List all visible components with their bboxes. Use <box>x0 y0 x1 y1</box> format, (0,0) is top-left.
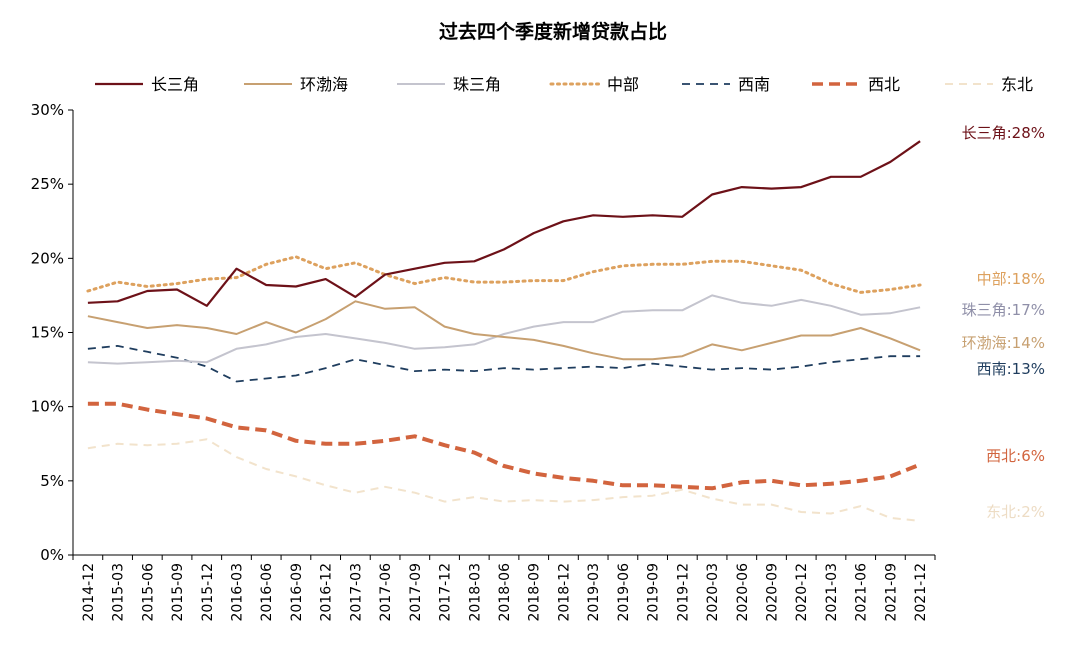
x-tick-label: 2014-12 <box>81 563 97 622</box>
series-end-label: 珠三角:17% <box>962 301 1045 319</box>
x-tick-label: 2021-03 <box>824 563 840 622</box>
x-tick-label: 2021-06 <box>854 563 870 622</box>
x-tick-label: 2017-03 <box>348 563 364 622</box>
y-tick-label: 10% <box>31 398 64 416</box>
legend-label: 西北 <box>868 75 900 94</box>
x-tick-label: 2016-06 <box>259 563 275 622</box>
x-tick-label: 2015-06 <box>140 563 156 622</box>
x-tick-label: 2020-09 <box>765 563 781 622</box>
x-tick-label: 2018-09 <box>527 563 543 622</box>
y-tick-label: 5% <box>40 472 64 490</box>
x-tick-label: 2017-12 <box>438 563 454 622</box>
y-tick-label: 15% <box>31 324 64 342</box>
y-tick-label: 20% <box>31 249 64 267</box>
x-tick-label: 2016-03 <box>229 563 245 622</box>
legend-item: 东北 <box>945 75 1033 94</box>
series-line <box>87 140 921 307</box>
x-tick-label: 2015-09 <box>170 563 186 622</box>
series-line <box>87 401 921 491</box>
x-tick-label: 2021-09 <box>883 563 899 622</box>
legend-item: 西南 <box>682 75 770 94</box>
legend-label: 长三角 <box>151 75 199 94</box>
series-layer <box>86 140 922 522</box>
series-end-label: 西北:6% <box>986 447 1045 465</box>
legend-label: 东北 <box>1001 75 1033 94</box>
x-tick-label: 2015-03 <box>111 563 127 622</box>
x-tick-label: 2021-12 <box>913 563 929 622</box>
x-tick-label: 2018-06 <box>497 563 513 622</box>
series-line <box>86 255 922 294</box>
legend-label: 西南 <box>738 75 770 94</box>
legend-label: 中部 <box>607 75 639 94</box>
legend-item: 珠三角 <box>397 75 501 94</box>
legend-item: 长三角 <box>95 75 199 94</box>
chart-title: 过去四个季度新增贷款占比 <box>439 20 667 43</box>
y-axis: 0% 5% 10% 15% 20% 25% 30% <box>31 101 74 564</box>
x-axis: 2014-12 2015-03 2015-06 2015-09 2015-12 2016-… <box>72 554 936 622</box>
legend-item: 环渤海 <box>244 75 348 94</box>
x-tick-label: 2019-06 <box>616 563 632 622</box>
x-tick-label: 2019-09 <box>646 563 662 622</box>
x-tick-label: 2018-12 <box>556 563 572 622</box>
x-tick-label: 2017-09 <box>408 563 424 622</box>
series-line <box>87 344 921 383</box>
end-labels: 长三角:28% 环渤海:14% 珠三角:17% 中部:18% 西南:13% 西北:6% 东北… <box>962 124 1045 521</box>
legend-label: 珠三角 <box>453 75 501 94</box>
series-line <box>87 438 921 522</box>
series-line <box>87 300 921 361</box>
x-tick-label: 2016-09 <box>289 563 305 622</box>
x-tick-label: 2020-06 <box>735 563 751 622</box>
x-tick-label: 2018-03 <box>467 563 483 622</box>
x-tick-label: 2016-12 <box>319 563 335 622</box>
y-tick-label: 30% <box>31 101 64 119</box>
x-tick-label: 2019-03 <box>586 563 602 622</box>
series-end-label: 中部:18% <box>977 270 1045 288</box>
legend-label: 环渤海 <box>300 75 348 94</box>
series-end-label: 环渤海:14% <box>962 334 1045 352</box>
series-end-label: 东北:2% <box>986 503 1045 521</box>
x-tick-label: 2019-12 <box>675 563 691 622</box>
legend-item: 中部 <box>549 75 639 94</box>
x-tick-label: 2017-06 <box>378 563 394 622</box>
legend-item: 西北 <box>812 75 900 94</box>
series-end-label: 长三角:28% <box>962 124 1045 142</box>
y-tick-label: 0% <box>40 546 64 564</box>
x-tick-label: 2015-12 <box>200 563 216 622</box>
y-tick-label: 25% <box>31 175 64 193</box>
series-line <box>87 294 921 365</box>
series-end-label: 西南:13% <box>977 360 1045 378</box>
x-tick-label: 2020-12 <box>794 563 810 622</box>
legend: 长三角 环渤海 珠三角 中部 西南 西北 东北 <box>95 75 1033 94</box>
x-tick-label: 2020-03 <box>705 563 721 622</box>
